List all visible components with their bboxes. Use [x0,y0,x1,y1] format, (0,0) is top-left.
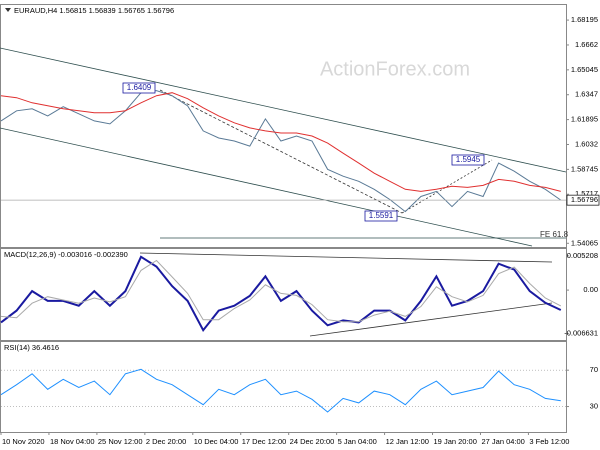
macd-trendline [309,302,553,337]
fib-line [159,89,403,214]
y-tick-label: 0.005208 [567,251,598,260]
x-tick-label: 19 Jan 20:00 [434,437,477,446]
rsi-panel-frame [0,341,567,433]
x-tick-label: 2 Dec 20:00 [146,437,186,446]
x-tick-label: 17 Dec 12:00 [242,437,287,446]
dropdown-icon [5,8,11,12]
x-tick-label: 5 Jan 04:00 [338,437,377,446]
y-tick-label: 1.5717 [575,189,598,198]
macd-trendline [139,252,553,263]
y-tick-label: 1.65045 [571,65,598,74]
y-tick-label: 1.6662 [575,40,598,49]
x-tick-label: 27 Jan 04:00 [481,437,524,446]
y-tick-label: 1.6032 [575,139,598,148]
fib-line [401,159,493,214]
y-tick-label: 1.6347 [575,90,598,99]
y-tick-label: 1.58745 [571,164,598,173]
last-price-label: 1.56796 [571,195,598,204]
last-price-box [566,194,600,206]
x-tick-label: 10 Dec 04:00 [194,437,239,446]
series-line [0,259,562,323]
annotation: 1.5591 [369,211,394,220]
macd-panel-frame [0,248,567,341]
x-tick-label: 3 Feb 12:00 [529,437,569,446]
channel-lower [0,127,533,247]
x-tick-label: 25 Nov 12:00 [98,437,143,446]
annotation: 1.5945 [456,155,481,164]
y-tick-label: 0.00 [583,285,598,294]
y-tick-label: 1.54065 [571,238,598,247]
panel-title: EURAUD,H4 1.56815 1.56839 1.56765 1.5679… [14,6,174,15]
watermark: ActionForex.com [320,58,470,80]
annotation-box [364,210,398,222]
channel-upper [0,47,567,173]
annotation-box [122,82,156,94]
annotation: 1.6409 [127,83,152,92]
y-tick-label: -0.006631 [564,329,598,338]
series-line [0,92,561,192]
x-tick-label: 12 Jan 12:00 [386,437,429,446]
annotation-box [451,154,485,166]
y-tick-label: 1.61895 [571,115,598,124]
panel-title: MACD(12,26,9) -0.003016 -0.002390 [4,250,128,259]
annotation: FE 61.8 [540,230,569,239]
y-tick-label: 70 [590,365,598,374]
price-panel-frame [0,4,567,248]
x-tick-label: 18 Nov 04:00 [50,437,95,446]
series-line [0,368,561,413]
panel-title: RSI(14) 36.4616 [4,343,59,352]
series-line [0,255,562,333]
y-tick-label: 30 [590,402,598,411]
series-line [0,90,562,213]
x-tick-label: 10 Nov 2020 [2,437,45,446]
y-tick-label: 1.68195 [571,15,598,24]
x-tick-label: 24 Dec 20:00 [290,437,335,446]
